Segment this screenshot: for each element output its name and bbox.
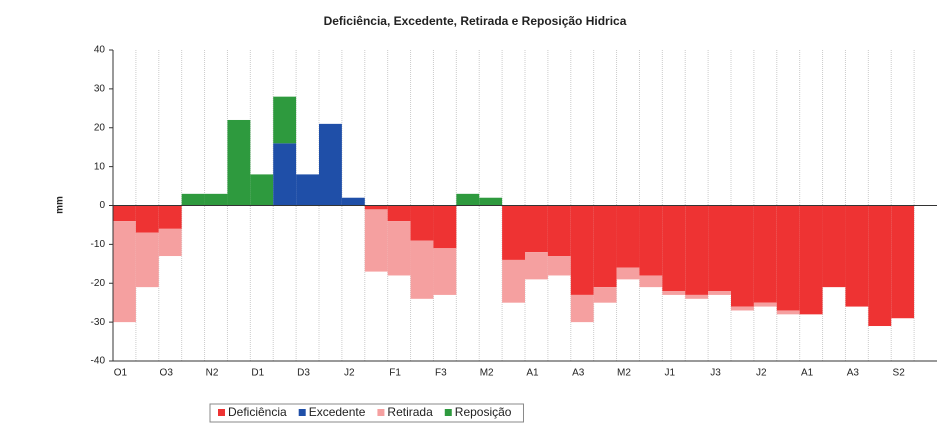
x-tick-label: D3 <box>297 368 310 379</box>
bar-segment <box>708 291 731 295</box>
y-tick-label: -20 <box>91 278 106 289</box>
legend-label: Deficiência <box>228 405 287 419</box>
x-tick-label: N2 <box>206 368 219 379</box>
bar-segment <box>227 119 251 206</box>
bar-segment <box>113 221 136 323</box>
legend-label: Reposição <box>455 405 512 419</box>
x-tick-label: M2 <box>617 368 631 379</box>
x-tick-label: O3 <box>160 368 174 379</box>
bar-segment <box>891 205 915 319</box>
bar-segment <box>433 205 457 249</box>
bar-segment <box>410 205 434 241</box>
bar-segment <box>525 252 548 280</box>
bar-segment <box>181 193 205 206</box>
bar-segment <box>341 197 365 206</box>
bar-segment <box>387 221 411 276</box>
bar-segment <box>685 294 709 299</box>
bar-segment <box>456 193 480 206</box>
bar-segment <box>250 174 274 206</box>
legend-swatch <box>444 409 452 416</box>
bar-segment <box>593 205 617 288</box>
y-tick-label: 30 <box>94 84 106 95</box>
bar-segment <box>570 294 594 323</box>
y-tick-label: -40 <box>91 356 106 367</box>
bar-segment <box>753 205 777 303</box>
legend: Deficiência Excedente Retirada Reposição <box>209 403 524 423</box>
x-tick-label: F3 <box>435 368 447 379</box>
legend-swatch <box>377 409 385 416</box>
legend-swatch <box>218 409 225 416</box>
x-tick-label: D1 <box>251 368 264 379</box>
legend-label: Retirada <box>387 405 433 419</box>
bar-segment <box>547 256 571 276</box>
y-tick-label: 10 <box>94 161 106 172</box>
bar-segment <box>776 310 800 315</box>
x-tick-label: J2 <box>344 368 355 379</box>
bar-segment <box>113 205 136 222</box>
x-tick-label: J1 <box>664 368 675 379</box>
bar-segment <box>662 205 686 292</box>
bar-segment <box>158 205 182 229</box>
x-tick-label: J3 <box>710 368 721 379</box>
legend-label: Excedente <box>309 405 366 419</box>
y-tick-label: -30 <box>91 317 106 328</box>
x-tick-label: S2 <box>893 368 906 379</box>
bar-segment <box>845 205 869 307</box>
y-tick-label: 40 <box>94 45 106 56</box>
bar-segment <box>204 193 228 206</box>
bar-segment <box>868 205 892 327</box>
x-tick-label: O1 <box>114 368 128 379</box>
x-tick-label: M2 <box>480 368 494 379</box>
bar-segment <box>502 205 525 260</box>
y-tick-label: 20 <box>94 122 106 133</box>
bar-segment <box>662 291 686 295</box>
bar-segment <box>387 205 411 222</box>
y-axis-label: mm <box>55 196 66 214</box>
bar-segment <box>616 267 640 280</box>
bar-segment <box>364 209 388 272</box>
x-tick-label: J2 <box>756 368 767 379</box>
x-tick-label: A1 <box>801 368 814 379</box>
bar-segment <box>753 302 777 307</box>
bar-segment <box>135 232 159 288</box>
x-tick-label: A1 <box>526 368 539 379</box>
bar-segment <box>639 205 663 276</box>
bar-segment <box>296 174 319 206</box>
y-tick-label: 0 <box>99 200 105 211</box>
bar-segment <box>273 96 297 144</box>
bar-segment <box>731 205 754 307</box>
bar-segment <box>547 205 571 257</box>
bar-segment <box>158 228 182 257</box>
bar-segment <box>364 205 388 210</box>
bar-segment <box>685 205 709 295</box>
y-tick-label: -10 <box>91 239 106 250</box>
bar-segment <box>273 143 297 206</box>
chart-title: Deficiência, Excedente, Retirada e Repos… <box>324 14 627 28</box>
x-tick-label: A3 <box>572 368 585 379</box>
bar-segment <box>799 205 823 315</box>
bar-segment <box>616 205 640 268</box>
bar-segment <box>479 197 503 206</box>
bar-segment <box>822 205 846 288</box>
bar-segment <box>776 205 800 311</box>
bar-segment <box>593 287 617 303</box>
bar-segment <box>708 205 731 292</box>
bar-segment <box>319 123 342 206</box>
x-tick-label: F1 <box>389 368 401 379</box>
x-tick-label: A3 <box>847 368 860 379</box>
bar-segment <box>433 248 457 295</box>
bar-segment <box>525 205 548 253</box>
bar-segment <box>639 275 663 288</box>
bar-segment <box>502 259 525 303</box>
bar-segment <box>135 205 159 233</box>
bar-segment <box>570 205 594 295</box>
legend-swatch <box>298 409 306 416</box>
bar-segment <box>410 240 434 299</box>
bar-segment <box>731 306 754 311</box>
legend-box <box>209 403 524 423</box>
